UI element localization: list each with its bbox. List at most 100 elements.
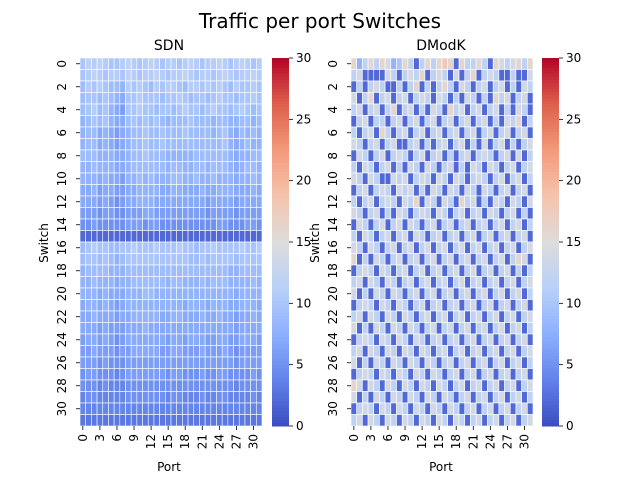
sdn-cell-13-20 (193, 207, 200, 220)
dmodk-cell-18-26 (498, 264, 505, 277)
sdn-cell-8-1 (85, 149, 92, 162)
dmodk-cell-20-18 (453, 287, 460, 300)
sdn-colorbar-segment (272, 306, 289, 310)
sdn-cell-6-31 (256, 126, 263, 139)
dmodk-cell-26-19 (458, 356, 466, 369)
dmodk-cell-6-8 (396, 126, 403, 139)
sdn-cell-5-14 (159, 115, 166, 128)
sdn-cell-9-1 (85, 161, 92, 174)
dmodk-cell-31-20 (464, 414, 471, 427)
dmodk-cell-16-31 (527, 241, 534, 254)
sdn-cell-2-2 (91, 80, 98, 93)
dmodk-cell-15-31 (527, 230, 534, 243)
sdn-cell-18-22 (204, 264, 212, 277)
dmodk-cell-19-13 (424, 276, 431, 289)
dmodk-cell-17-18 (453, 253, 460, 266)
dmodk-cell-28-13 (424, 379, 431, 392)
dmodk-cell-13-29 (515, 207, 522, 220)
dmodk-colorbar-segment (542, 192, 559, 197)
dmodk-cell-21-28 (509, 299, 517, 312)
sdn-cell-0-1 (85, 57, 92, 70)
dmodk-colorbar-segment (542, 376, 559, 381)
dmodk-cell-20-0 (350, 287, 357, 300)
dmodk-cell-15-8 (396, 230, 403, 243)
dmodk-cell-20-26 (498, 287, 505, 300)
dmodk-cell-5-24 (487, 115, 494, 128)
dmodk-cell-5-26 (498, 115, 505, 128)
dmodk-cell-10-25 (492, 172, 500, 185)
sdn-cell-2-18 (182, 80, 189, 93)
dmodk-cell-13-21 (470, 207, 477, 220)
dmodk-cell-5-8 (396, 115, 403, 128)
dmodk-cell-28-27 (504, 379, 511, 392)
dmodk-cell-25-17 (447, 345, 454, 358)
dmodk-cell-14-6 (384, 218, 392, 231)
sdn-cell-4-17 (176, 103, 183, 116)
dmodk-cell-23-24 (487, 322, 494, 335)
dmodk-cell-5-9 (401, 115, 409, 128)
dmodk-cell-4-0 (350, 103, 357, 116)
dmodk-cell-26-3 (367, 356, 375, 369)
sdn-cell-26-15 (165, 356, 172, 369)
dmodk-cell-26-16 (441, 356, 448, 369)
dmodk-cell-29-26 (498, 391, 505, 404)
dmodk-cell-0-30 (521, 57, 528, 70)
dmodk-cell-10-10 (407, 172, 414, 185)
sdn-cell-12-11 (142, 195, 149, 208)
dmodk-colorbar-segment (542, 315, 559, 320)
dmodk-cell-7-3 (367, 138, 375, 151)
sdn-cell-29-26 (227, 391, 234, 404)
sdn-cell-26-25 (221, 356, 229, 369)
sdn-cell-19-28 (238, 276, 246, 289)
sdn-cell-21-3 (96, 299, 104, 312)
dmodk-colorbar-segment (542, 288, 559, 292)
sdn-cell-30-8 (125, 402, 132, 415)
sdn-cell-5-25 (221, 115, 229, 128)
dmodk-cell-21-26 (498, 299, 505, 312)
sdn-cell-25-6 (113, 345, 121, 358)
dmodk-cell-31-28 (509, 414, 517, 427)
dmodk-cell-29-28 (509, 391, 517, 404)
sdn-cell-6-14 (159, 126, 166, 139)
sdn-cell-27-10 (136, 368, 143, 381)
dmodk-cell-11-17 (447, 184, 454, 197)
sdn-cell-23-11 (142, 322, 149, 335)
sdn-cell-19-23 (210, 276, 217, 289)
sdn-colorbar-segment (272, 330, 289, 335)
dmodk-cell-25-22 (475, 345, 483, 358)
dmodk-cell-16-28 (509, 241, 517, 254)
sdn-cell-29-0 (79, 391, 86, 404)
sdn-colorbar-segment (272, 171, 289, 176)
dmodk-cell-18-5 (379, 264, 386, 277)
dmodk-cell-2-24 (487, 80, 494, 93)
dmodk-cell-8-13 (424, 149, 431, 162)
sdn-cell-9-26 (227, 161, 234, 174)
dmodk-cell-0-2 (362, 57, 369, 70)
dmodk-cell-29-6 (384, 391, 392, 404)
sdn-cell-24-25 (221, 333, 229, 346)
dmodk-cell-0-20 (464, 57, 471, 70)
dmodk-cell-27-28 (509, 368, 517, 381)
sdn-cell-25-3 (96, 345, 104, 358)
dmodk-cell-15-25 (492, 230, 500, 243)
sdn-cell-1-9 (130, 69, 138, 82)
dmodk-cell-8-14 (430, 149, 437, 162)
sdn-cell-0-19 (187, 57, 195, 70)
sdn-cell-29-20 (193, 391, 200, 404)
sdn-cell-22-27 (233, 310, 240, 323)
sdn-ytick-label: 10 (55, 171, 69, 186)
sdn-cell-28-5 (108, 379, 115, 392)
dmodk-cell-10-21 (470, 172, 477, 185)
sdn-cell-21-13 (153, 299, 160, 312)
sdn-cell-29-19 (187, 391, 195, 404)
dmodk-cell-18-13 (424, 264, 431, 277)
dmodk-cell-24-5 (379, 333, 386, 346)
sdn-cell-8-6 (113, 149, 121, 162)
dmodk-cell-11-20 (464, 184, 471, 197)
sdn-cell-18-5 (108, 264, 115, 277)
dmodk-cell-2-7 (390, 80, 397, 93)
dmodk-cell-1-29 (515, 69, 522, 82)
dmodk-cell-5-14 (430, 115, 437, 128)
dmodk-cell-27-21 (470, 368, 477, 381)
sdn-cell-31-15 (165, 414, 172, 427)
